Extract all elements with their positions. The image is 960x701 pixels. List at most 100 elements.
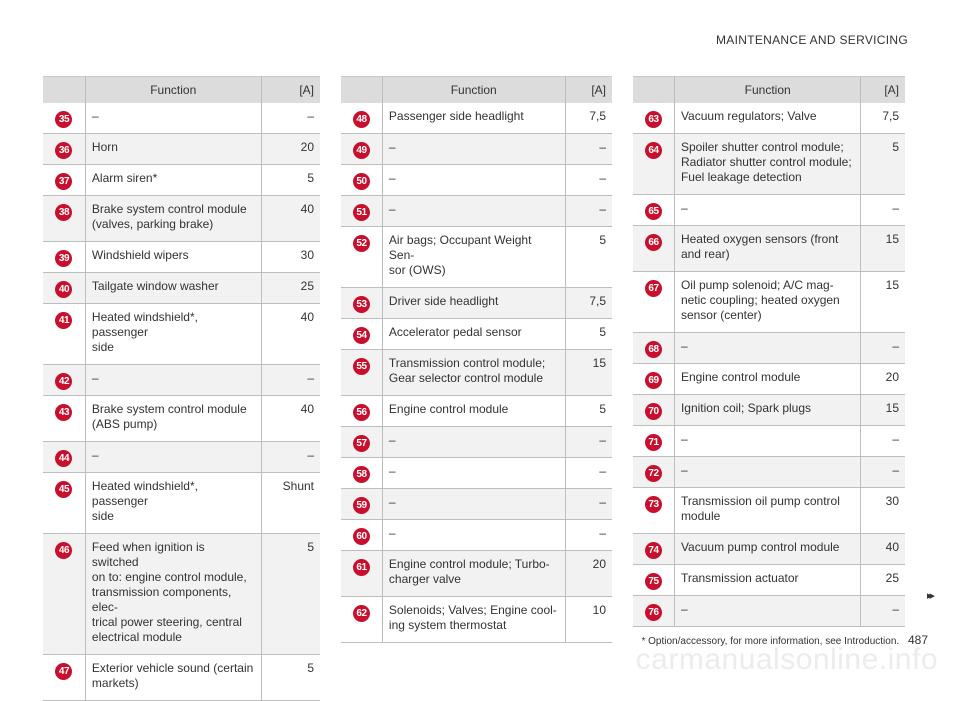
watermark: carmanualsonline.info xyxy=(635,643,938,676)
fuse-number-badge: 63 xyxy=(644,111,662,128)
fuse-function: Horn xyxy=(84,133,262,165)
fuse-amperage: – xyxy=(892,201,899,215)
fuse-amperage: 5 xyxy=(307,171,314,185)
fuse-row: 66 Heated oxygen sensors (front and rear)… xyxy=(633,225,905,272)
fuse-row: 48 Passenger side headlight 7,5 xyxy=(341,103,612,134)
table-header-amp: [A] xyxy=(860,76,905,103)
fuse-row: 64 Spoiler shutter control module; Radiat… xyxy=(633,133,905,195)
fuse-amperage: – xyxy=(261,441,320,473)
fuse-function: Transmission control module; Gear select… xyxy=(381,349,566,396)
fuse-function: – xyxy=(381,133,566,165)
fuse-function: – xyxy=(84,103,262,134)
fuse-number-badge: 71 xyxy=(644,434,662,451)
fuse-amperage: 25 xyxy=(261,272,320,304)
fuse-function: Engine control module xyxy=(673,363,862,395)
fuse-number-badge: 49 xyxy=(352,142,370,159)
fuse-function: – xyxy=(381,488,566,520)
fuse-function: Vacuum regulators; Valve xyxy=(673,103,862,134)
fuse-number-badge: 42 xyxy=(55,373,73,390)
fuse-row: 67 Oil pump solenoid; A/C mag- netic coup… xyxy=(633,271,905,333)
fuse-row: 39 Windshield wipers 30 xyxy=(43,241,320,273)
fuse-row: 61 Engine control module; Turbo- charger … xyxy=(341,550,612,597)
fuse-function: Engine control module xyxy=(381,395,566,427)
fuse-function: – xyxy=(84,441,262,473)
table-header-function: Function xyxy=(673,76,862,103)
fuse-number-badge: 39 xyxy=(55,250,73,267)
fuse-amperage: 10 xyxy=(592,603,606,617)
fuse-amperage: – xyxy=(860,456,905,488)
fuse-row: 36 Horn 20 xyxy=(43,133,320,165)
fuse-row: 49– – xyxy=(341,133,612,165)
fuse-row: 70 Ignition coil; Spark plugs 15 xyxy=(633,394,905,426)
fuse-amperage: 40 xyxy=(300,310,314,324)
fuse-number-badge: 58 xyxy=(352,466,370,483)
fuse-function: Vacuum pump control module xyxy=(673,533,862,565)
fuse-row: 74 Vacuum pump control module 40 xyxy=(633,533,905,565)
fuse-row: 41 Heated windshield*, passenger side 40 xyxy=(43,303,320,365)
fuse-amperage: – xyxy=(565,426,612,458)
fuse-number-badge: 70 xyxy=(644,403,662,420)
fuse-number-badge: 75 xyxy=(644,573,662,590)
fuse-number-badge: 37 xyxy=(55,173,73,190)
fuse-amperage: 7,5 xyxy=(565,287,612,319)
fuse-number-badge: 59 xyxy=(352,497,370,514)
fuse-function: Transmission oil pump control module xyxy=(673,487,862,534)
fuse-number-badge: 35 xyxy=(55,111,73,128)
fuse-function: – xyxy=(673,456,862,488)
fuse-number-badge: 55 xyxy=(352,358,370,375)
fuse-number-badge: 68 xyxy=(644,341,662,358)
table-header-blank xyxy=(43,76,86,103)
fuse-number-badge: 57 xyxy=(352,435,370,452)
footnote: * Option/accessory, for more information… xyxy=(641,633,928,647)
fuse-amperage: – xyxy=(860,332,905,364)
fuse-row: 35– – xyxy=(43,103,320,134)
table-header-blank xyxy=(633,76,675,103)
fuse-number-badge: 38 xyxy=(55,204,73,221)
fuse-amperage: 20 xyxy=(885,370,899,384)
fuse-number-badge: 43 xyxy=(55,404,73,421)
fuse-number-badge: 36 xyxy=(55,142,73,159)
fuse-function: Solenoids; Valves; Engine cool- ing syst… xyxy=(381,596,566,643)
fuse-amperage: – xyxy=(565,488,612,520)
fuse-row: 55 Transmission control module; Gear sele… xyxy=(341,349,612,396)
fuse-number-badge: 40 xyxy=(55,281,73,298)
fuse-number-badge: 44 xyxy=(55,450,73,467)
fuse-amperage: 40 xyxy=(300,402,314,416)
fuse-amperage: 25 xyxy=(885,571,899,585)
fuse-amperage: – xyxy=(565,133,612,165)
fuse-number-badge: 41 xyxy=(55,312,73,329)
fuse-number-badge: 74 xyxy=(644,542,662,559)
fuse-table-2: Function [A] 48 Passenger side headlight 7… xyxy=(341,76,612,643)
fuse-amperage: 40 xyxy=(261,195,320,242)
fuse-amperage: 15 xyxy=(565,349,612,396)
fuse-number-badge: 53 xyxy=(352,296,370,313)
fuse-function: Ignition coil; Spark plugs xyxy=(673,394,862,426)
fuse-row: 53 Driver side headlight 7,5 xyxy=(341,287,612,319)
fuse-function: Brake system control module (valves, par… xyxy=(84,195,262,242)
fuse-function: Accelerator pedal sensor xyxy=(381,318,566,350)
fuse-number-badge: 50 xyxy=(352,173,370,190)
fuse-row: 51– – xyxy=(341,195,612,227)
fuse-number-badge: 54 xyxy=(352,327,370,344)
fuse-amperage: – xyxy=(307,109,314,123)
fuse-number-badge: 61 xyxy=(352,559,370,576)
fuse-function: Heated oxygen sensors (front and rear) xyxy=(673,225,862,272)
fuse-row: 75 Transmission actuator 25 xyxy=(633,564,905,596)
fuse-amperage: – xyxy=(565,195,612,227)
fuse-function: – xyxy=(381,519,566,551)
fuse-number-badge: 67 xyxy=(644,280,662,297)
fuse-function: – xyxy=(84,364,262,396)
fuse-number-badge: 76 xyxy=(644,604,662,621)
fuse-number-badge: 72 xyxy=(644,465,662,482)
fuse-row: 46 Feed when ignition is switched on to: … xyxy=(43,533,320,655)
fuse-amperage: 20 xyxy=(565,550,612,597)
fuse-function: Engine control module; Turbo- charger va… xyxy=(381,550,566,597)
fuse-amperage: 5 xyxy=(599,325,606,339)
table-header-blank xyxy=(341,76,383,103)
fuse-amperage: 15 xyxy=(885,278,899,292)
fuse-function: Spoiler shutter control module; Radiator… xyxy=(673,133,862,195)
table-header-amp: [A] xyxy=(261,76,320,103)
table-header-amp: [A] xyxy=(565,76,612,103)
fuse-table-1: Function [A] 35– –36 Horn 20 37 Alarm siren* 5… xyxy=(43,76,320,701)
fuse-number-badge: 62 xyxy=(352,605,370,622)
